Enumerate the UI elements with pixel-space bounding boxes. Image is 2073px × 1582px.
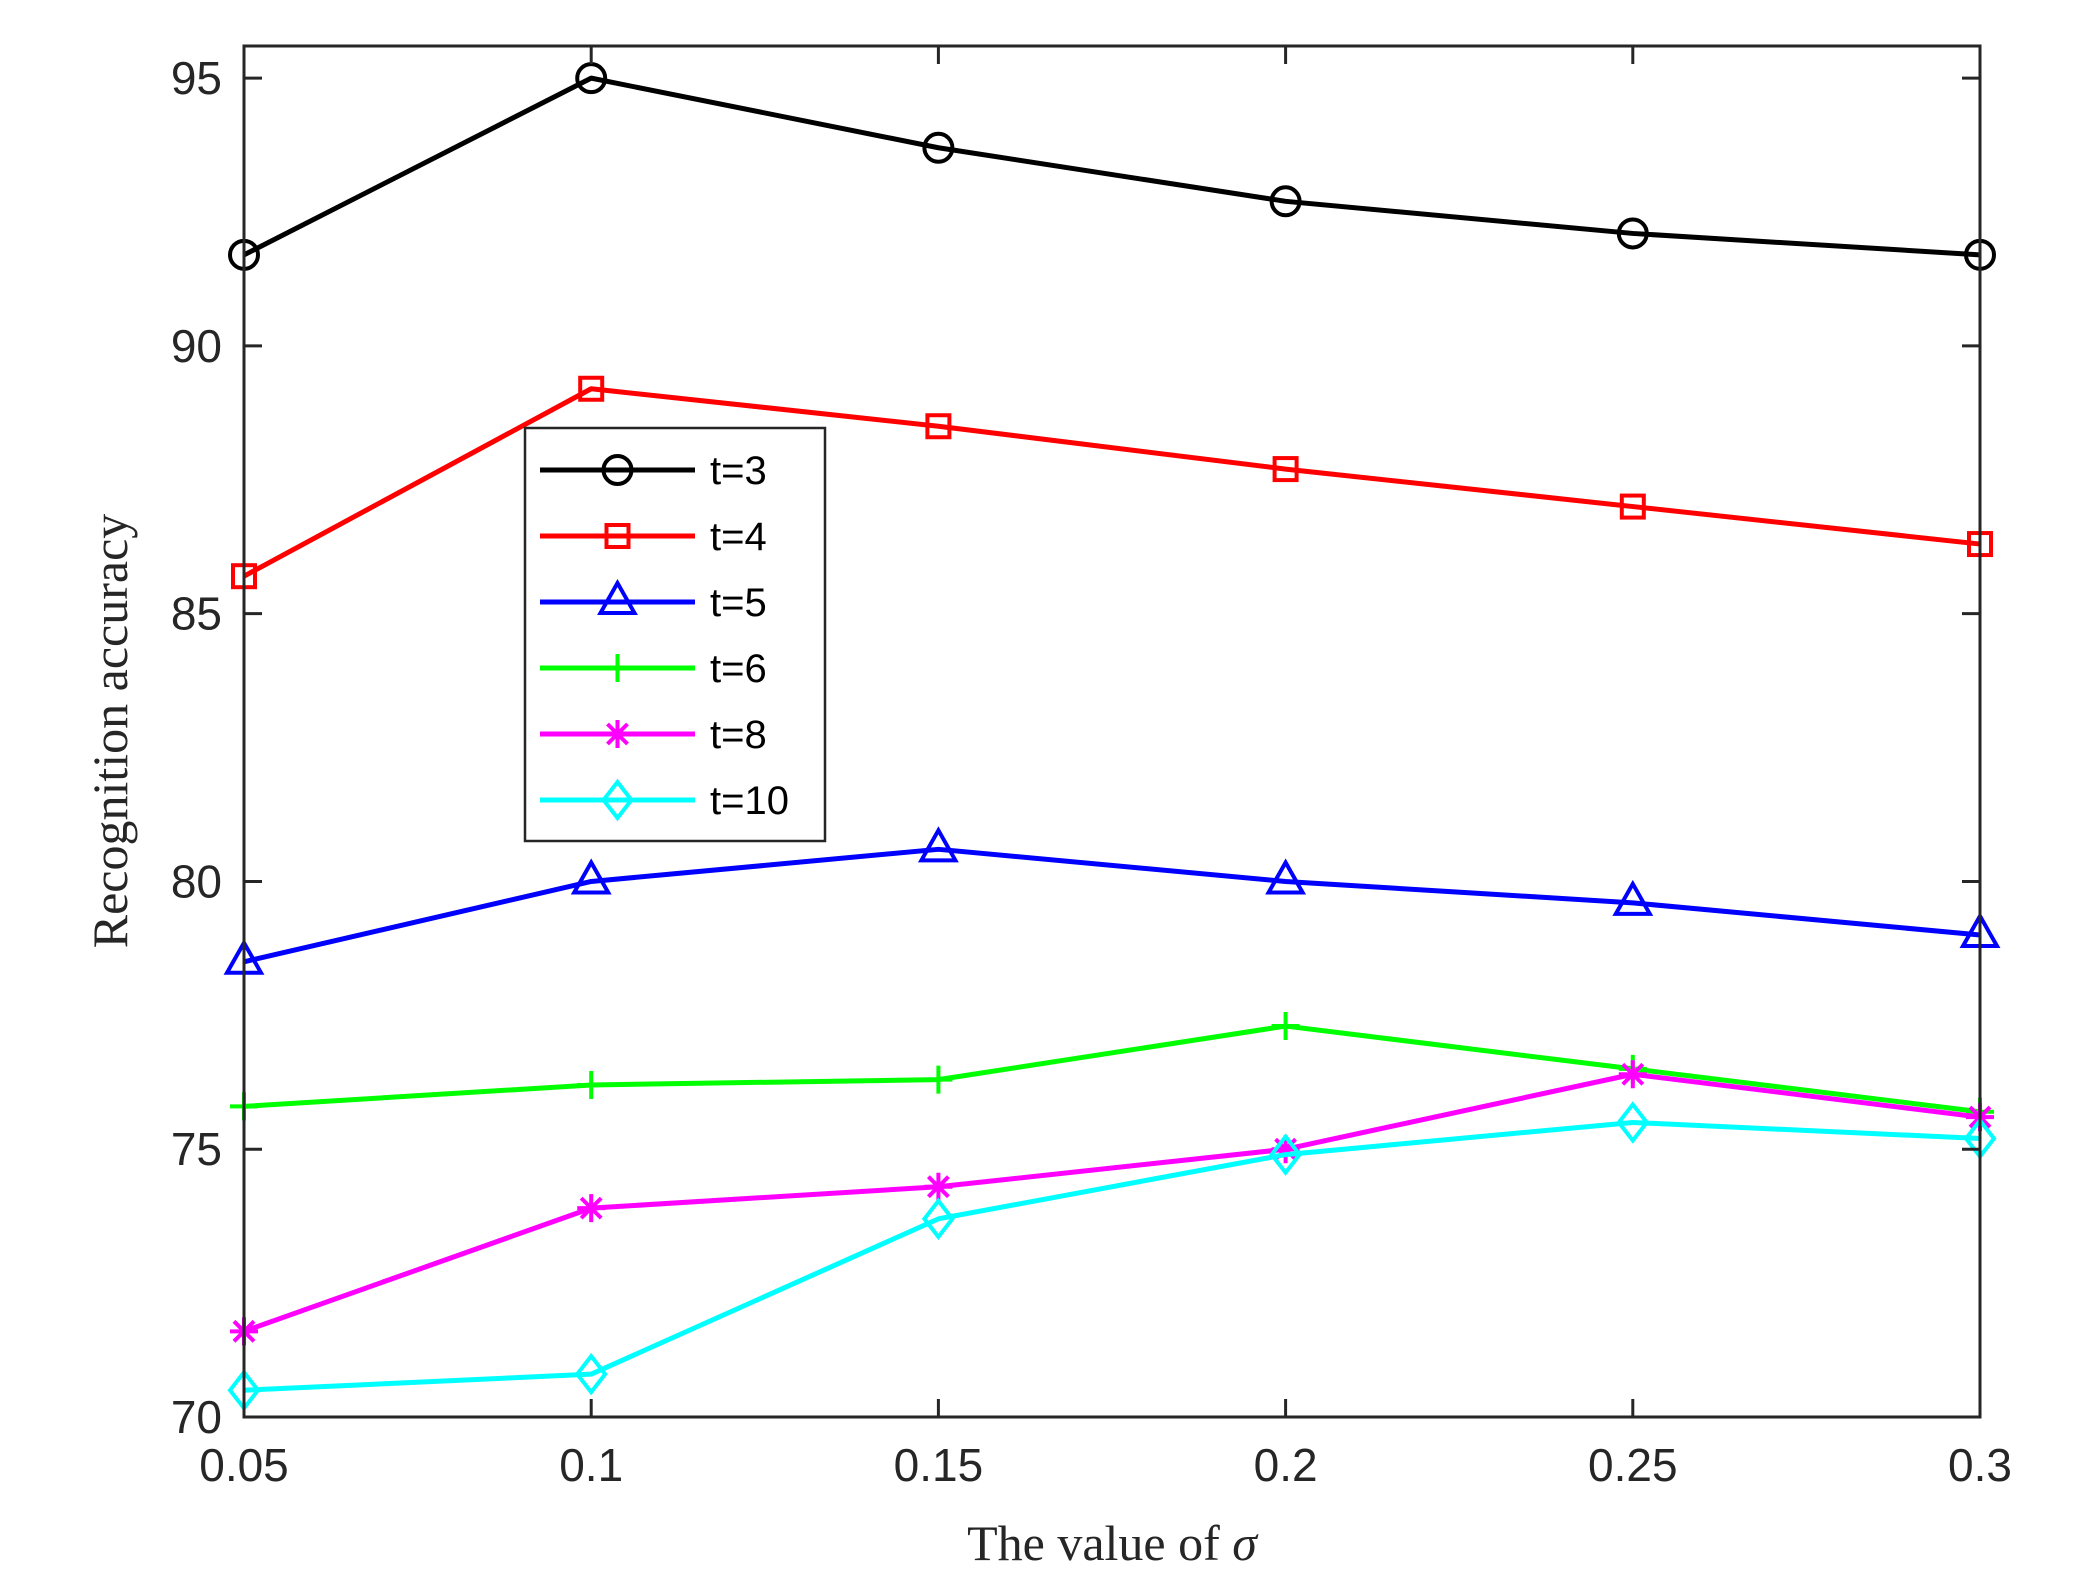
data-point-circle [1269,185,1302,218]
legend-label: t=8 [710,713,767,757]
data-point-star [924,1172,953,1201]
x-tick-label: 0.2 [1254,1439,1318,1491]
legend-marker-circle [601,454,634,486]
data-point-square [1619,493,1646,520]
legend-label: t=4 [710,515,767,559]
data-point-circle [1616,217,1649,250]
data-point-star [1618,1060,1647,1089]
legend-label: t=3 [710,449,767,493]
x-axis-title-symbol: σ [1232,1515,1259,1571]
data-point-square [578,375,605,402]
series-line [243,1023,1981,1115]
legend-marker-square [604,523,631,549]
axes-box [242,44,1982,1419]
ticks-layer: 70 75 80 85 90 95 0.05 0.1 0.15 0.2 0.25 0.3 [171,46,2012,1491]
data-point-circle [922,131,955,164]
y-tick-label: 90 [171,320,222,372]
data-point-square [925,413,952,440]
y-axis-title: Recognition accuracy [82,514,138,949]
data-point-circle [575,62,608,95]
data-point-plus [1271,1012,1300,1041]
legend-label: t=6 [710,647,767,691]
series-line [242,386,1981,579]
legend-entries: t=3 t=4 t=5 t=6 t=8 t=10 [540,449,789,823]
legend-entry: t=4 [540,515,767,559]
data-point-triangle [917,826,959,863]
legend-entry: t=8 [540,713,767,757]
series-line [242,75,1981,258]
series-line [243,1071,1981,1334]
legend-entry: t=6 [540,647,767,691]
y-tick-label: 70 [171,1391,222,1443]
x-tick-label: 0.05 [199,1439,289,1491]
legend: t=3 t=4 t=5 t=6 t=8 t=10 [523,426,827,843]
x-tick-label: 0.25 [1588,1439,1678,1491]
legend-label: t=10 [710,779,789,823]
legend-marker-star [603,720,632,748]
series-layer [223,62,2001,1412]
plot-area [244,46,1980,1417]
legend-box [523,426,827,843]
y-tick-label: 95 [171,52,222,104]
data-point-triangle [1265,858,1307,895]
legend-marker-diamond [600,778,635,822]
legend-entry: t=10 [540,778,789,823]
x-axis-title-text: The value of [967,1515,1220,1571]
series-line [243,846,1981,965]
data-point-triangle [1612,879,1654,916]
y-tick-label: 85 [171,588,222,640]
data-point-triangle [570,858,612,895]
data-point-plus [924,1065,953,1094]
x-axis-title: The value of σ [967,1515,1259,1571]
legend-marker-plus [603,654,632,682]
data-point-diamond [1616,1101,1650,1144]
x-tick-label: 0.1 [559,1439,623,1491]
x-tick-label: 0.3 [1948,1439,2012,1491]
legend-marker-triangle [597,578,638,615]
data-point-diamond [1269,1133,1303,1176]
y-tick-label: 80 [171,855,222,907]
series-t=5 [223,826,2001,975]
series-line [243,1119,1981,1393]
x-tick-label: 0.15 [894,1439,984,1491]
data-point-star [1271,1135,1300,1164]
legend-entry: t=5 [540,578,767,625]
data-point-star [577,1194,606,1223]
data-point-diamond [921,1197,955,1241]
legend-entry: t=3 [540,449,767,493]
y-tick-label: 75 [171,1123,222,1175]
data-point-diamond [574,1352,608,1396]
data-point-plus [577,1070,606,1099]
data-point-square [1272,456,1299,483]
legend-label: t=5 [710,581,767,625]
